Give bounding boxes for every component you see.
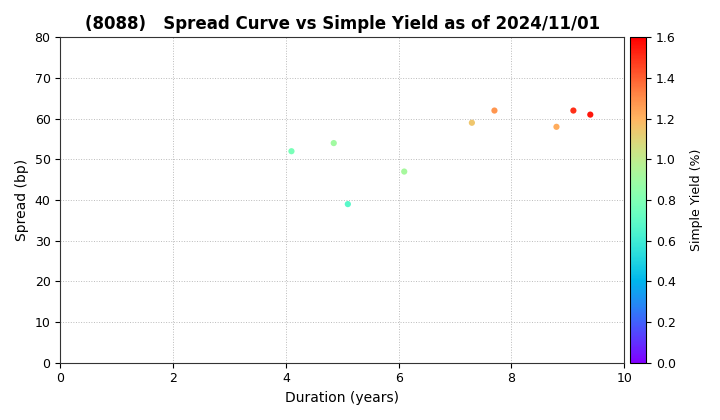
- Point: [489, 107, 500, 114]
- Point: [328, 140, 340, 147]
- Y-axis label: Simple Yield (%): Simple Yield (%): [690, 149, 703, 251]
- Y-axis label: Spread (bp): Spread (bp): [15, 159, 29, 241]
- Point: [466, 119, 477, 126]
- Title: (8088)   Spread Curve vs Simple Yield as of 2024/11/01: (8088) Spread Curve vs Simple Yield as o…: [85, 15, 600, 33]
- Point: [398, 168, 410, 175]
- Point: [567, 107, 579, 114]
- Point: [585, 111, 596, 118]
- Point: [286, 148, 297, 155]
- X-axis label: Duration (years): Duration (years): [285, 391, 399, 405]
- Point: [551, 123, 562, 130]
- Point: [342, 201, 354, 207]
